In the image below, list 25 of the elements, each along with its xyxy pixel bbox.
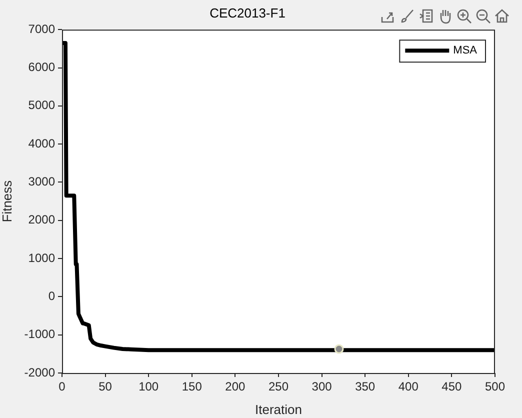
- x-tick-label: 400: [398, 380, 419, 394]
- y-tick-label: 3000: [28, 174, 56, 189]
- x-tick-label: 150: [182, 380, 202, 394]
- x-tick-label: 300: [312, 380, 332, 394]
- y-tick-label: -2000: [24, 365, 56, 380]
- chart-title: CEC2013-F1: [210, 5, 286, 20]
- legend-label: MSA: [453, 44, 478, 57]
- y-tick-label: 7000: [28, 22, 56, 36]
- x-axis-title: Iteration: [255, 402, 302, 417]
- x-tick-label: 250: [268, 380, 289, 394]
- y-tick-label: 4000: [28, 136, 56, 150]
- y-tick-label: 0: [48, 289, 56, 303]
- x-tick-label: 200: [225, 380, 246, 394]
- y-tick-label: 6000: [28, 60, 56, 74]
- y-tick-label: -1000: [24, 327, 56, 342]
- y-tick-label: 1000: [28, 250, 56, 265]
- x-tick-label: 450: [442, 380, 462, 394]
- y-tick-label: 2000: [28, 212, 56, 227]
- x-tick-label: 0: [58, 380, 66, 394]
- y-tick-label: 5000: [28, 98, 56, 112]
- y-axis-title: Fitness: [0, 180, 14, 222]
- x-tick-label: 100: [138, 380, 159, 394]
- x-tick-label: 50: [98, 380, 112, 394]
- x-tick-label: 350: [355, 380, 376, 394]
- x-tick-label: 500: [484, 380, 506, 394]
